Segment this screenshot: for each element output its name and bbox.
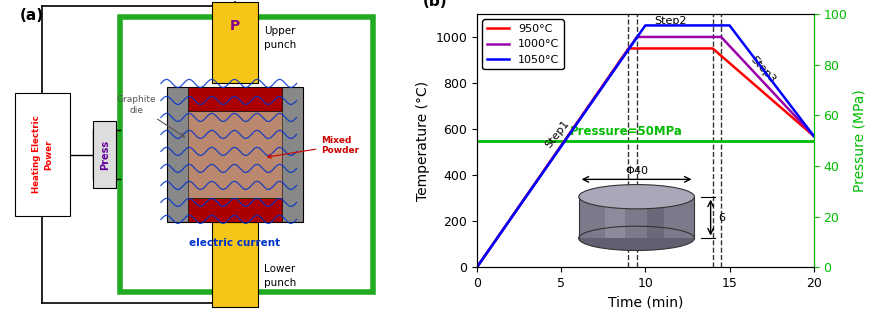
Ellipse shape: [578, 184, 695, 209]
Text: Step1: Step1: [544, 118, 571, 150]
Text: Mixed
Powder: Mixed Powder: [268, 136, 360, 158]
Bar: [213, 2, 257, 83]
Text: 6: 6: [718, 213, 725, 222]
Text: punch: punch: [263, 278, 296, 288]
Ellipse shape: [578, 226, 695, 251]
Bar: [187, 87, 283, 111]
Text: Graphite
die: Graphite die: [116, 95, 185, 137]
Text: Press: Press: [100, 139, 109, 170]
Bar: [187, 198, 283, 222]
Text: Pressure=50MPa: Pressure=50MPa: [570, 125, 682, 138]
Bar: [93, 121, 116, 188]
Text: Step3: Step3: [749, 54, 778, 85]
Bar: [15, 93, 70, 216]
Text: Step2: Step2: [654, 16, 687, 26]
Legend: 950°C, 1000°C, 1050°C: 950°C, 1000°C, 1050°C: [482, 19, 564, 70]
Bar: [578, 197, 695, 238]
Bar: [605, 197, 625, 238]
Text: Heating Electric
Power: Heating Electric Power: [32, 116, 53, 193]
Text: electric current: electric current: [189, 238, 281, 248]
Y-axis label: Temperature (°C): Temperature (°C): [416, 81, 430, 201]
Bar: [120, 17, 373, 292]
Text: Lower: Lower: [263, 264, 295, 274]
Text: punch: punch: [263, 40, 296, 50]
X-axis label: Time (min): Time (min): [607, 296, 683, 309]
Text: P: P: [230, 19, 240, 33]
Bar: [213, 222, 257, 307]
Text: $\Phi$40: $\Phi$40: [625, 164, 648, 176]
Text: (a): (a): [19, 8, 44, 23]
Bar: [187, 111, 283, 198]
Text: Upper: Upper: [263, 26, 295, 36]
Bar: [167, 87, 303, 222]
Text: (b): (b): [423, 0, 448, 9]
Bar: [647, 197, 664, 238]
Y-axis label: Pressure (MPa): Pressure (MPa): [853, 89, 867, 192]
